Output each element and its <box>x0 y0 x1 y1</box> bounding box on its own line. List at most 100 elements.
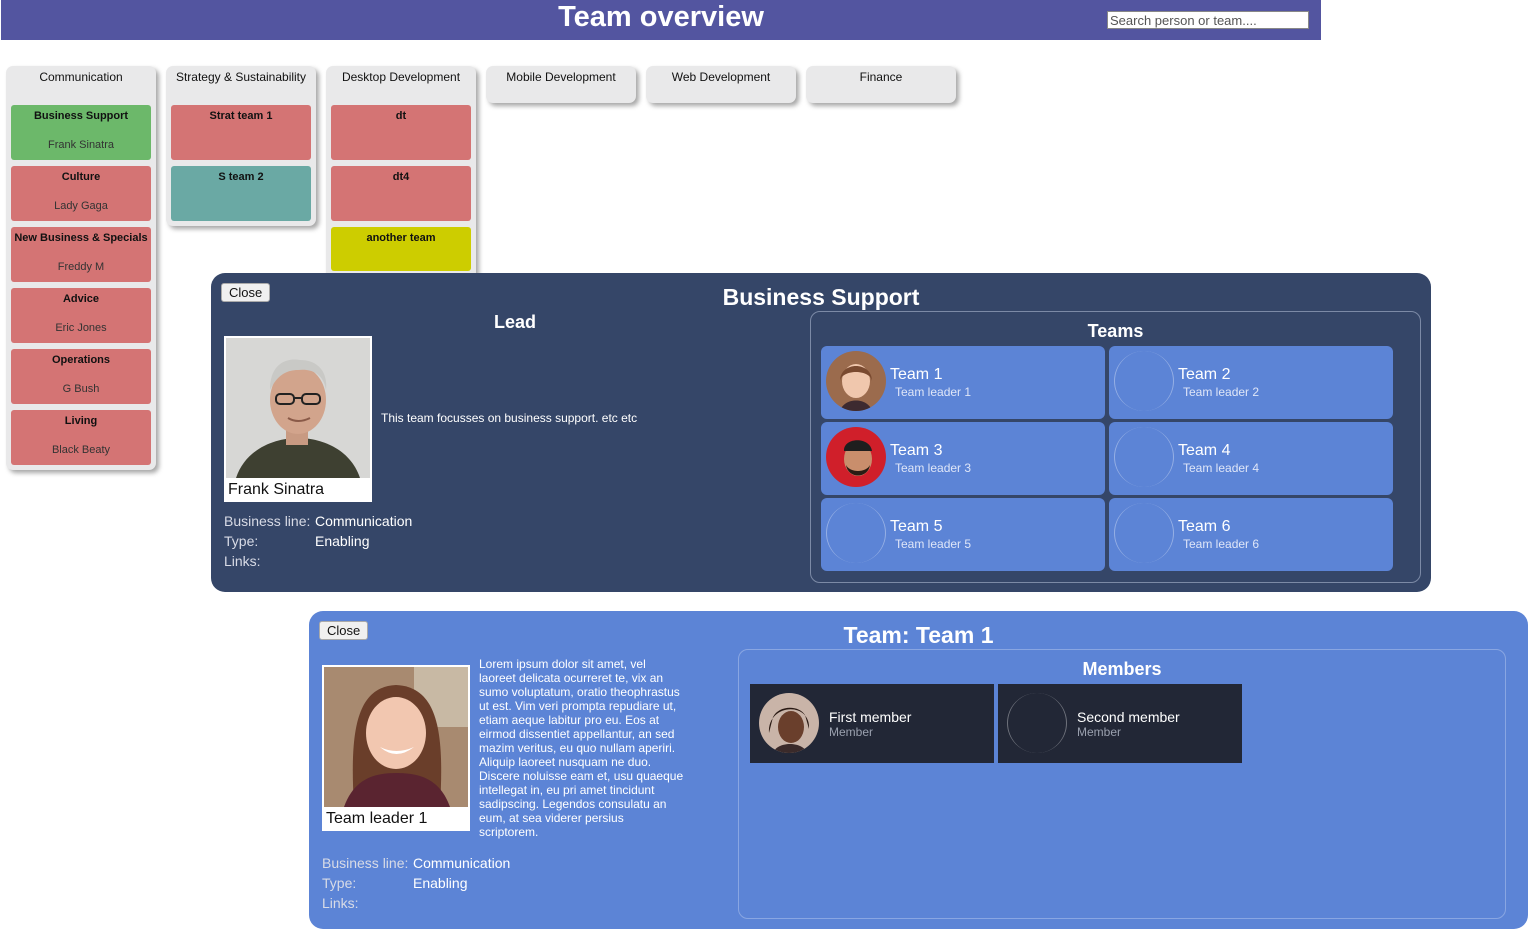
team-name: Living <box>64 415 98 427</box>
team-name: Team 1 <box>890 366 943 383</box>
page-title: Team overview <box>558 1 764 33</box>
member-role: Member <box>1077 725 1122 739</box>
team-leader-avatar-placeholder <box>826 503 886 563</box>
team-lead: Black Beaty <box>51 444 111 456</box>
team-leader-name: Team leader 6 <box>1183 537 1260 551</box>
lead-photo-card: Frank Sinatra <box>224 336 372 502</box>
business-line-title[interactable]: Desktop Development <box>341 70 461 84</box>
team-info: Business line: Communication Type: Enablin… <box>322 853 510 913</box>
business-line-label: Business line: <box>322 855 409 871</box>
team-tile-2[interactable]: Team 2 Team leader 2 <box>1109 346 1393 419</box>
team-name: New Business & Specials <box>14 232 148 244</box>
member-tile-2[interactable]: Second member Member <box>998 684 1242 763</box>
team-card-new-business[interactable]: New Business & Specials Freddy M <box>11 227 151 282</box>
leader-photo-card: Team leader 1 <box>322 665 470 831</box>
team-leader-name: Team leader 3 <box>895 461 972 475</box>
member-name: First member <box>829 709 912 725</box>
business-line-finance[interactable]: Finance <box>806 66 956 103</box>
lead-name: Frank Sinatra <box>228 481 325 498</box>
team-info: Business line: Communication Type: Enablin… <box>224 511 412 571</box>
team-card-strat-team-1[interactable]: Strat team 1 <box>171 105 311 160</box>
team-tile-4[interactable]: Team 4 Team leader 4 <box>1109 422 1393 495</box>
business-line-web[interactable]: Web Development <box>646 66 796 103</box>
search-input[interactable] <box>1107 11 1309 29</box>
team-description: Lorem ipsum dolor sit amet, vel laoreet … <box>479 657 684 839</box>
team-card-operations[interactable]: Operations G Bush <box>11 349 151 404</box>
team-lead: Frank Sinatra <box>47 139 115 151</box>
links-label: Links: <box>224 553 261 569</box>
member-role: Member <box>829 725 874 739</box>
team-name: Strat team 1 <box>209 110 273 122</box>
team-leader-name: Team leader 1 <box>895 385 972 399</box>
team-name: Operations <box>51 354 111 366</box>
type-value: Enabling <box>315 533 370 549</box>
team-description: This team focusses on business support. … <box>381 411 638 425</box>
team-name: dt4 <box>392 171 410 183</box>
team-card-culture[interactable]: Culture Lady Gaga <box>11 166 151 221</box>
business-line-label: Business line: <box>224 513 311 529</box>
business-line-value: Communication <box>413 855 511 871</box>
members-panel: Members <box>738 649 1506 919</box>
team-card-dt4[interactable]: dt4 <box>331 166 471 221</box>
member-avatar-placeholder <box>1007 693 1067 753</box>
business-line-mobile[interactable]: Mobile Development <box>486 66 636 103</box>
business-support-modal: Close Business Support Lead Frank Sinatr… <box>211 273 1431 592</box>
team-name: S team 2 <box>218 171 264 183</box>
close-button[interactable]: Close <box>221 283 271 302</box>
business-line-strategy: Strategy & Sustainability Strat team 1 S… <box>166 66 316 226</box>
team-name: Team 3 <box>890 442 943 459</box>
team-leader-avatar <box>826 351 886 411</box>
business-line-communication: Communication Business Support Frank Sin… <box>6 66 156 470</box>
leader-name: Team leader 1 <box>326 810 428 827</box>
team-name: Team 6 <box>1178 518 1231 535</box>
team-tile-6[interactable]: Team 6 Team leader 6 <box>1109 498 1393 571</box>
team-name: Team 4 <box>1178 442 1231 459</box>
member-name: Second member <box>1077 709 1180 725</box>
team-lead: Lady Gaga <box>54 200 108 212</box>
team-leader-avatar <box>826 427 886 487</box>
team-lead: Freddy M <box>57 261 105 273</box>
members-heading: Members <box>1082 659 1162 679</box>
modal-title: Team: Team 1 <box>843 622 994 648</box>
team-name: Advice <box>62 293 100 305</box>
team-modal: Close Team: Team 1 Team leader 1 Lorem i… <box>309 611 1528 929</box>
team-name: Team 2 <box>1178 366 1231 383</box>
business-line-title: Mobile Development <box>506 70 616 84</box>
lead-heading: Lead <box>494 312 537 332</box>
team-lead: Eric Jones <box>55 322 107 334</box>
team-leader-avatar-placeholder <box>1114 351 1174 411</box>
lead-photo <box>226 338 370 478</box>
business-line-title: Finance <box>859 70 903 84</box>
type-label: Type: <box>322 875 357 891</box>
team-card-dt[interactable]: dt <box>331 105 471 160</box>
business-line-title[interactable]: Communication <box>39 70 123 84</box>
business-line-title: Web Development <box>671 70 771 84</box>
business-line-value: Communication <box>315 513 413 529</box>
team-name: dt <box>395 110 407 122</box>
type-label: Type: <box>224 533 259 549</box>
teams-panel: Teams <box>810 311 1421 583</box>
team-card-living[interactable]: Living Black Beaty <box>11 410 151 465</box>
team-tile-3[interactable]: Team 3 Team leader 3 <box>821 422 1105 495</box>
team-leader-avatar-placeholder <box>1114 427 1174 487</box>
team-card-advice[interactable]: Advice Eric Jones <box>11 288 151 343</box>
team-name: Business Support <box>33 110 129 122</box>
links-label: Links: <box>322 895 359 911</box>
team-leader-avatar-placeholder <box>1114 503 1174 563</box>
team-card-another-team[interactable]: another team <box>331 227 471 271</box>
team-lead: G Bush <box>62 383 100 395</box>
close-button[interactable]: Close <box>319 621 369 640</box>
team-tile-5[interactable]: Team 5 Team leader 5 <box>821 498 1105 571</box>
business-line-title[interactable]: Strategy & Sustainability <box>175 70 307 84</box>
member-tile-1[interactable]: First member Member <box>750 684 994 763</box>
team-name: Team 5 <box>890 518 943 535</box>
modal-title: Business Support <box>722 284 920 310</box>
team-card-business-support[interactable]: Business Support Frank Sinatra <box>11 105 151 160</box>
team-leader-name: Team leader 4 <box>1183 461 1260 475</box>
teams-heading: Teams <box>1087 321 1144 341</box>
team-card-s-team-2[interactable]: S team 2 <box>171 166 311 221</box>
team-leader-name: Team leader 2 <box>1183 385 1260 399</box>
leader-photo <box>324 667 468 807</box>
type-value: Enabling <box>413 875 468 891</box>
team-tile-1[interactable]: Team 1 Team leader 1 <box>821 346 1105 419</box>
